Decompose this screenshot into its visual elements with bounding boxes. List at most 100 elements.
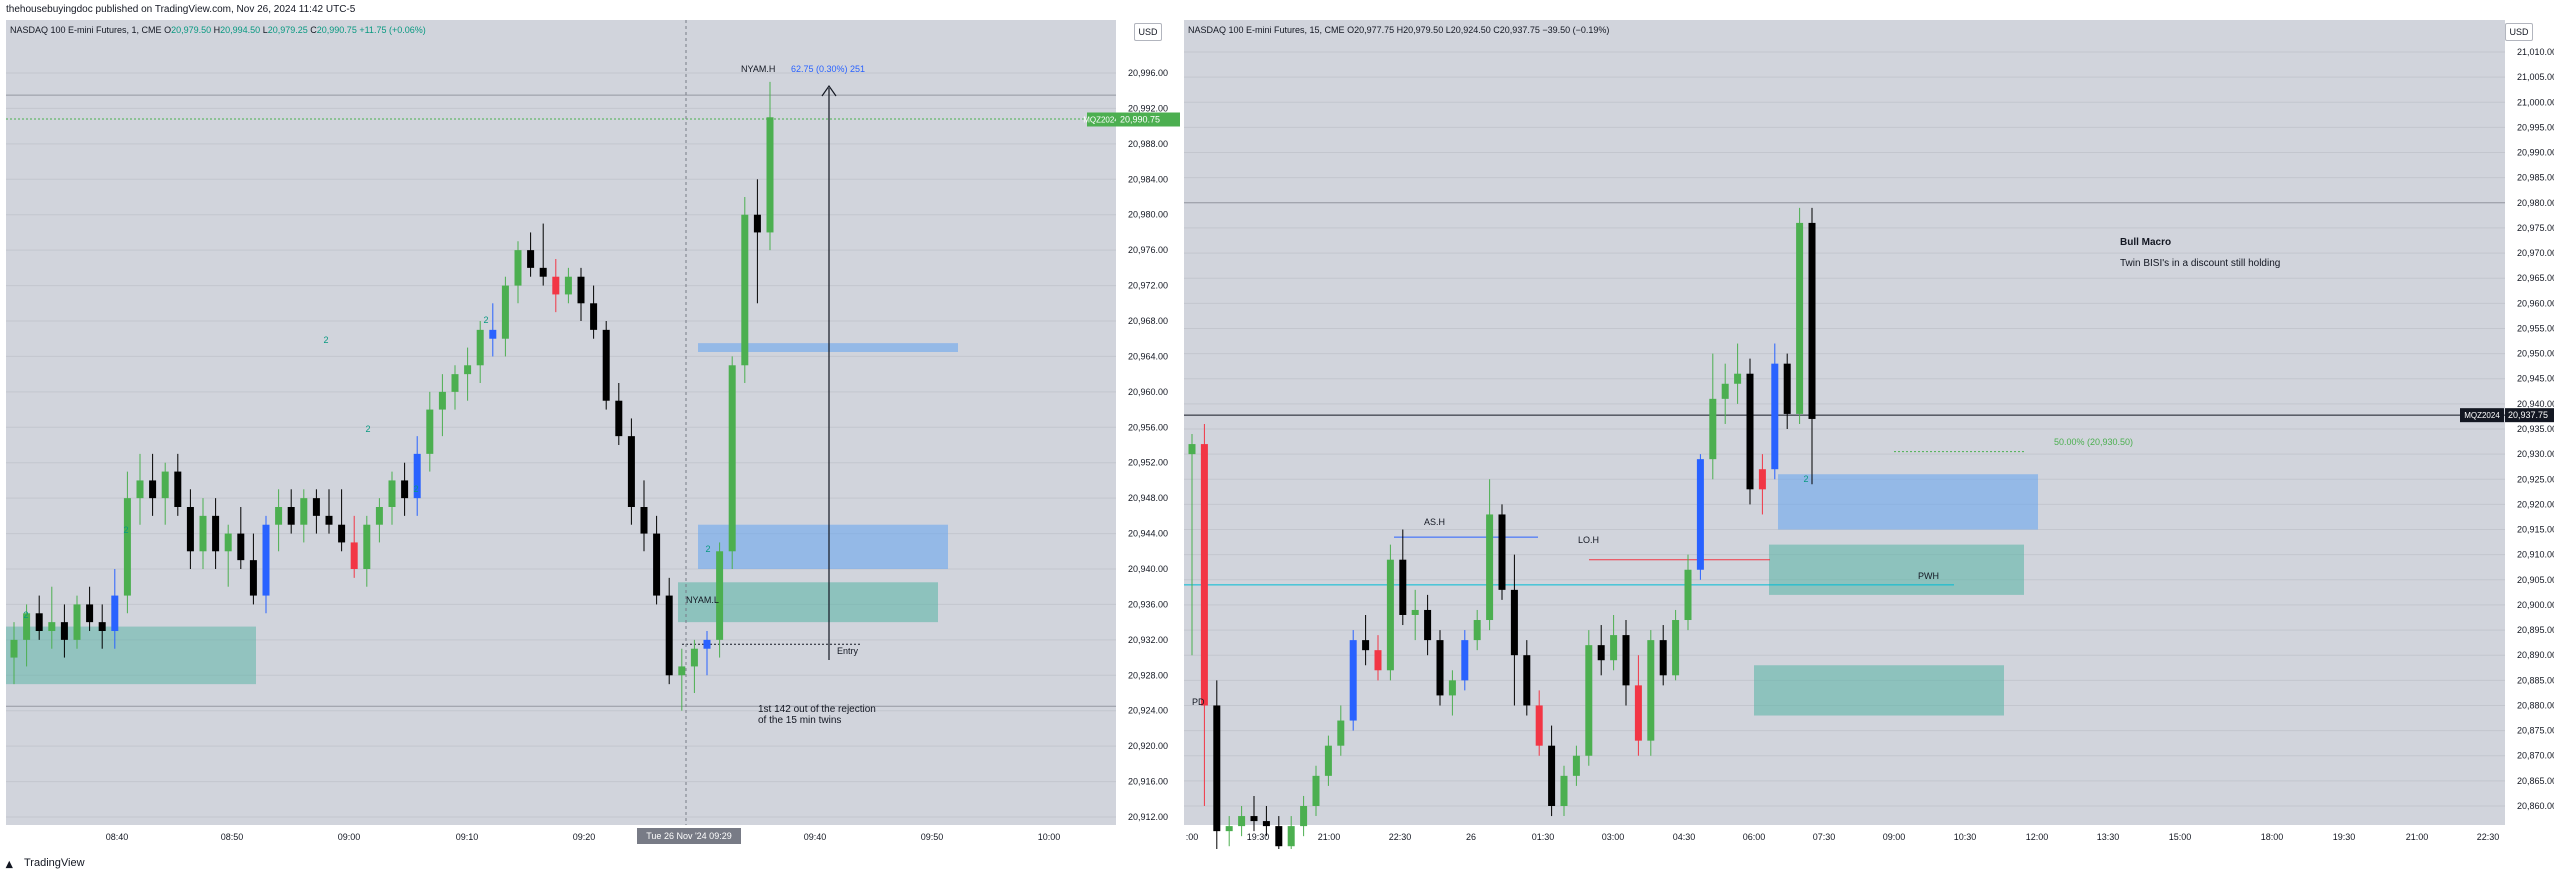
right-pwh-zone [1769, 544, 2024, 595]
left-bisi-zone-upper [698, 343, 958, 352]
right-candle-body [1188, 444, 1196, 455]
left-candle-body [627, 436, 635, 507]
right-symbol-tag-text: MQZ2024 [2464, 411, 2500, 420]
left-candle-body [60, 622, 68, 640]
footer-brand[interactable]: TradingView [24, 857, 85, 869]
right-candle-body [1510, 589, 1518, 656]
left-candle-body [703, 639, 711, 649]
right-price-tag-text: 20,937.75 [2508, 410, 2548, 420]
right-time-tick-label: 22:30 [2477, 832, 2500, 842]
left-candle-body [476, 329, 484, 366]
right-candle-body [1808, 222, 1816, 419]
right-candle-body [1337, 720, 1345, 746]
left-candle-body [413, 453, 421, 499]
left-price-tick-label: 20,968.00 [1128, 316, 1168, 326]
left-candle-body [350, 542, 358, 569]
left-candle-body [212, 515, 220, 552]
right-ohlc-l-key: L [1445, 25, 1451, 35]
tradingview-logo-icon: ▴ [6, 856, 13, 871]
right-candle-body [1585, 645, 1593, 756]
left-time-tick-label: 10:00 [1038, 832, 1061, 842]
left-candle-body [716, 551, 724, 640]
left-time-axis [6, 825, 1116, 849]
left-candle-body [224, 533, 232, 552]
left-price-tag [1116, 112, 1180, 127]
right-candle-body [1572, 755, 1580, 776]
right-chart-canvas[interactable]: 21,010.00 21,005.00 21,000.00 20,995.00 20,9… [1184, 20, 2554, 849]
right-price-tick-label: 20,980.00 [2517, 198, 2554, 208]
left-candle-body [10, 639, 18, 658]
right-price-tick-label: 20,970.00 [2517, 248, 2554, 258]
left-candle-body [564, 276, 572, 295]
right-ohlc-h-value: 20,979.50 [1403, 25, 1444, 35]
left-price-tick-label: 20,936.00 [1128, 599, 1168, 609]
left-bisi-count-label: 2 [483, 315, 488, 325]
right-candle-body [1225, 826, 1233, 832]
right-symbol-tag [2460, 408, 2504, 423]
right-candle-body [1250, 816, 1258, 822]
right-price-tick-label: 20,880.00 [2517, 700, 2554, 710]
left-price-tick-label: 20,928.00 [1128, 670, 1168, 680]
right-price-axis [2505, 20, 2554, 849]
right-candle-body [1349, 640, 1357, 721]
right-time-tick-label: 09:00 [1883, 832, 1906, 842]
right-chart-pane[interactable]: 21,010.00 21,005.00 21,000.00 20,995.00 20,9… [1184, 20, 2554, 849]
right-price-tick-label: 20,895.00 [2517, 625, 2554, 635]
left-candle-body [300, 498, 308, 525]
right-ohlc-h-key: H [1396, 25, 1404, 35]
left-candle-body [275, 507, 283, 525]
left-candle-body [741, 214, 749, 366]
right-time-tick-label: 10:30 [1954, 832, 1977, 842]
right-currency-button[interactable]: USD [2505, 23, 2533, 41]
right-price-tick-label: 20,985.00 [2517, 173, 2554, 183]
right-time-tick-label: :00 [1186, 832, 1199, 842]
right-price-tick-label: 20,950.00 [2517, 349, 2554, 359]
right-price-tick-label: 20,865.00 [2517, 776, 2554, 786]
left-bisi-count-label: 2 [365, 424, 370, 434]
left-cursor-time-text: Tue 26 Nov '24 09:29 [646, 831, 731, 841]
right-candle-body [1672, 620, 1680, 676]
left-time-tick-label: 09:00 [338, 832, 361, 842]
left-note-line2: of the 15 min twins [758, 715, 841, 726]
left-candle-body [766, 117, 774, 233]
right-candle-body [1597, 645, 1605, 661]
left-ohlc-l-key: L [262, 25, 268, 35]
right-price-tick-label: 20,925.00 [2517, 474, 2554, 484]
left-nyam-l-label: NYAM.L [686, 595, 719, 605]
right-price-tick-label: 20,965.00 [2517, 273, 2554, 283]
right-candle-body [1399, 559, 1407, 615]
right-candle-body [1709, 398, 1717, 460]
right-price-tick-label: 21,005.00 [2517, 72, 2554, 82]
left-price-tick-label: 20,948.00 [1128, 493, 1168, 503]
right-candle-body [1696, 459, 1704, 570]
left-measure-label: 62.75 (0.30%) 251 [791, 64, 865, 74]
left-candle-body [312, 498, 320, 516]
left-candle-body [161, 471, 169, 499]
right-time-tick-label: 03:00 [1602, 832, 1625, 842]
left-chart-canvas[interactable]: 20,996.00 20,992.00 20,988.00 20,984.00 20,9… [6, 20, 1180, 849]
left-symbol-tag-text: MQZ2024 [1083, 116, 1119, 125]
right-ohlc-o-value: 20,977.75 [1354, 25, 1395, 35]
right-time-tick-label: 12:00 [2026, 832, 2049, 842]
left-chart-pane[interactable]: 20,996.00 20,992.00 20,988.00 20,984.00 20,9… [6, 20, 1180, 849]
left-candle-body [35, 613, 43, 631]
right-candle-body [1424, 609, 1432, 641]
left-price-tick-label: 20,988.00 [1128, 139, 1168, 149]
left-candle-body [527, 250, 535, 268]
left-candle-body [615, 400, 623, 437]
left-currency-button[interactable]: USD [1134, 23, 1162, 41]
left-candle-body [136, 480, 144, 499]
right-price-tick-label: 20,900.00 [2517, 600, 2554, 610]
left-candle-body [451, 374, 459, 392]
right-time-tick-label: 22:30 [1389, 832, 1412, 842]
left-price-tick-label: 20,920.00 [1128, 741, 1168, 751]
left-candle-body [464, 365, 472, 375]
right-candle-body [1734, 373, 1742, 384]
left-price-tick-label: 20,964.00 [1128, 351, 1168, 361]
left-candle-body [653, 533, 661, 596]
right-bisi-count-label: 2 [1803, 474, 1808, 484]
left-candle-body [539, 267, 547, 277]
left-change: +11.75 (+0.06%) [359, 25, 426, 35]
left-cursor-time-badge [637, 828, 741, 844]
right-time-tick-label: 21:00 [2406, 832, 2429, 842]
